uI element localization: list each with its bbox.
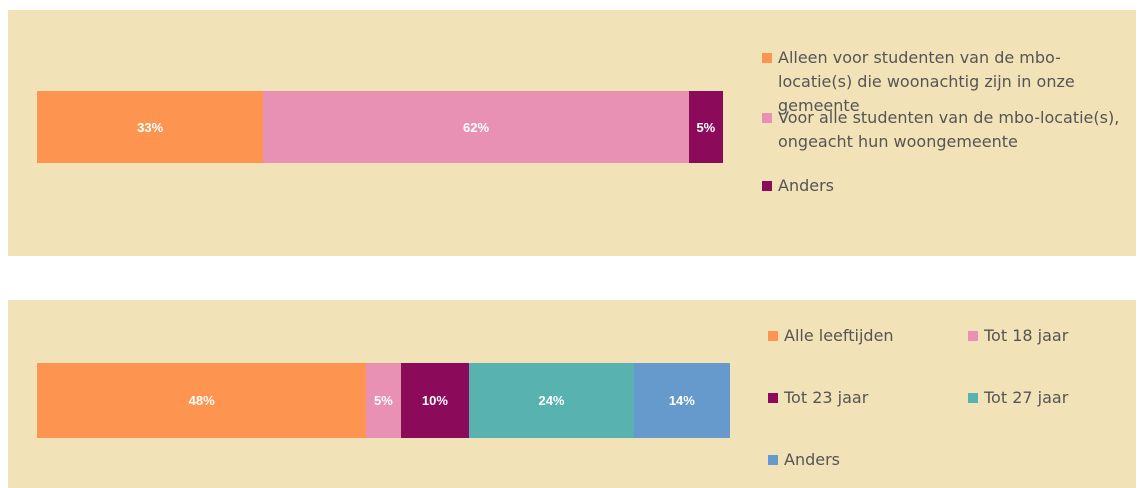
legend-swatch	[968, 393, 978, 403]
chart-panel: 33% Alleen voor studenten van de mbo-loca…	[8, 10, 1136, 256]
data-label: 14%	[668, 393, 695, 408]
legend-label: Tot 23 jaar	[784, 388, 869, 407]
legend-swatch	[762, 181, 772, 191]
legend-label: Tot 18 jaar	[984, 326, 1069, 345]
bar-segment: 48%	[37, 363, 367, 438]
legend-label: Voor alle studenten van de mbo-locatie(s…	[778, 108, 1120, 151]
data-label: 10%	[421, 393, 448, 408]
bar-segment: 5%	[688, 91, 723, 163]
legend-item: Tot 23 jaar	[768, 386, 964, 410]
data-label: 24%	[538, 393, 565, 408]
legend-label: Alle leeftijden	[784, 326, 894, 345]
legend-label: Anders	[784, 450, 840, 469]
bar-segment: 62%	[263, 91, 689, 163]
bar-segment: 10%	[400, 363, 470, 438]
legend-swatch	[762, 53, 772, 63]
legend-item: Alleen voor studenten van de mbo-locatie…	[762, 46, 1128, 118]
bar-segment: 5%	[366, 363, 401, 438]
legend-swatch	[968, 331, 978, 341]
bar-segment: 14%	[633, 363, 730, 438]
legend-item: Anders	[762, 174, 1128, 198]
legend-label: Anders	[778, 176, 834, 195]
legend-swatch	[762, 113, 772, 123]
legend-label: Alleen voor studenten van de mbo-locatie…	[778, 48, 1075, 115]
legend-swatch	[768, 455, 778, 465]
data-label: 62%	[463, 119, 490, 135]
legend-item: Voor alle studenten van de mbo-locatie(s…	[762, 106, 1138, 154]
data-label: 5%	[374, 393, 393, 408]
legend-item: Alle leeftijden	[768, 324, 964, 348]
legend-swatch	[768, 331, 778, 341]
legend-label: Tot 27 jaar	[984, 388, 1069, 407]
legend-item: Tot 27 jaar	[968, 386, 1139, 410]
data-label: 48%	[188, 393, 215, 408]
bar-segment: 24%	[469, 363, 634, 438]
data-label: 5%	[696, 119, 716, 135]
legend-item: Anders	[768, 448, 964, 472]
legend-item: Tot 18 jaar	[968, 324, 1139, 348]
chart-panel: 48% Alle leeftijden 5% Tot 18 jaar 10% Tot 23…	[8, 300, 1136, 488]
data-label: 33%	[137, 119, 164, 135]
bar-segment: 33%	[37, 91, 264, 163]
legend-swatch	[768, 393, 778, 403]
